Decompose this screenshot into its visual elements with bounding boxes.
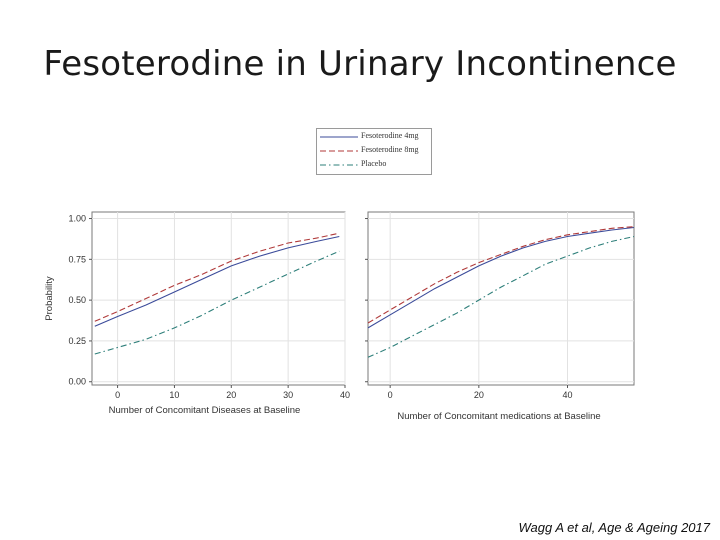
slide-title: Fesoterodine in Urinary Incontinence [43,44,677,84]
x-tick-label: 40 [340,390,350,400]
legend-label-placebo: Placebo [361,159,387,168]
legend-label-4mg: Fesoterodine 4mg [361,131,419,140]
x-axis-label: Number of Concomitant medications at Bas… [397,411,600,422]
series-line-placebo [367,235,635,358]
y-tick-label: 1.00 [68,214,86,224]
legend-item-8mg: Fesoterodine 8mg [317,145,431,159]
series-line-placebo [94,250,340,355]
series-line-fesoterodine-8mg [367,226,635,324]
x-tick-label: 0 [388,390,393,400]
y-tick-label: 0.00 [68,377,86,387]
x-tick-label: 20 [226,390,236,400]
x-tick-label: 0 [115,390,120,400]
legend-label-8mg: Fesoterodine 8mg [361,145,419,154]
y-tick-label: 0.75 [68,254,86,264]
citation: Wagg A et al, Age & Ageing 2017 [518,520,710,535]
x-tick-label: 30 [283,390,293,400]
plot-area-1 [91,211,346,386]
chart-legend: Fesoterodine 4mg Fesoterodine 8mg Placeb… [316,128,432,175]
y-tick-label: 0.25 [68,336,86,346]
x-axis-label: Number of Concomitant Diseases at Baseli… [109,405,301,416]
x-tick-label: 20 [474,390,484,400]
legend-line-4mg [320,136,358,138]
x-tick-label: 10 [169,390,179,400]
y-tick-label: 0.50 [68,295,86,305]
series-line-fesoterodine-4mg [94,235,340,327]
legend-line-8mg [320,150,358,152]
series-line-fesoterodine-4mg [367,226,635,329]
series-line-fesoterodine-8mg [94,232,340,322]
y-axis-label: Probability [44,276,55,321]
legend-line-placebo [320,164,358,166]
legend-item-4mg: Fesoterodine 4mg [317,131,431,145]
x-tick-label: 40 [562,390,572,400]
plot-area-2 [367,211,635,386]
legend-item-placebo: Placebo [317,159,431,173]
